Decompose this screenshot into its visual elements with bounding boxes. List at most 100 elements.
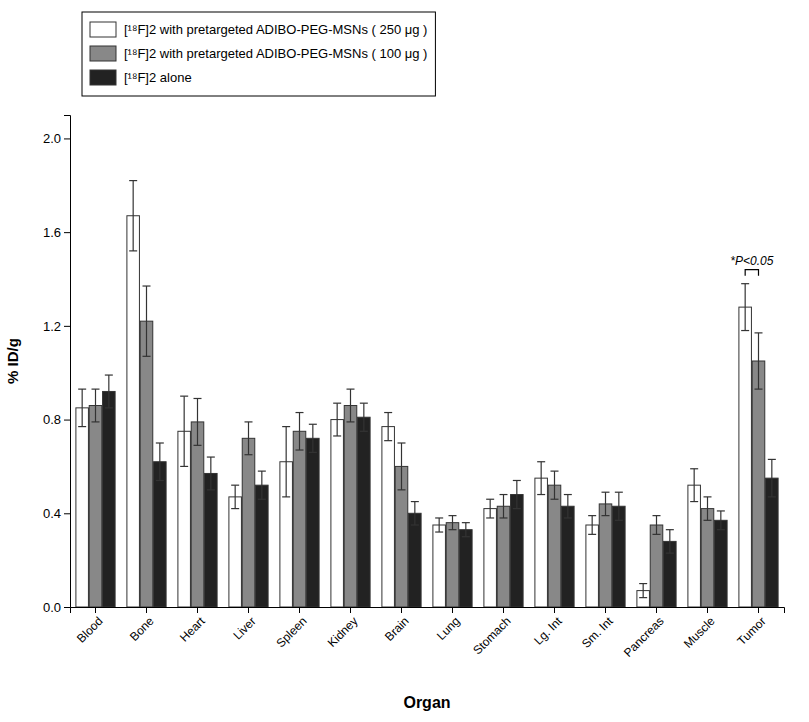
error-bar-cap: [309, 452, 317, 453]
x-tick: Lung: [434, 607, 463, 643]
x-tick-mark: [605, 607, 606, 613]
error-bar-cap: [282, 426, 290, 427]
error-bar-cap: [615, 492, 623, 493]
x-tick: Stomach: [470, 607, 513, 657]
error-bar-cap: [602, 515, 610, 516]
error-bar-cap: [741, 330, 749, 331]
error-bar: [245, 422, 253, 455]
error-bar-stem: [261, 471, 262, 499]
error-bar-stem: [248, 422, 249, 455]
error-bar-cap: [513, 480, 521, 481]
bar: [331, 420, 344, 607]
error-bar: [768, 459, 776, 496]
error-bar-stem: [197, 398, 198, 445]
error-bar: [435, 518, 443, 532]
chart: 0.00.40.81.21.62.0BloodBoneHeartLiverSpl…: [0, 0, 809, 722]
x-tick-mark: [146, 607, 147, 613]
x-tick: Spleen: [273, 607, 309, 650]
error-bar-stem: [771, 459, 772, 496]
y-tick: 2.0: [43, 131, 70, 146]
error-bar-cap: [755, 332, 763, 333]
error-bar-stem: [720, 511, 721, 530]
error-bar-stem: [184, 396, 185, 466]
series: [76, 181, 752, 607]
error-bar: [755, 333, 763, 389]
error-bar: [231, 485, 239, 508]
error-bar-cap: [156, 480, 164, 481]
error-bar-cap: [231, 485, 239, 486]
x-tick-label: Brain: [382, 614, 412, 644]
error-bar-cap: [564, 494, 572, 495]
bar: [535, 478, 548, 607]
annotation-text: *P<0.05: [730, 254, 773, 268]
legend-item: [¹⁸F]2 with pretargeted ADIBO-PEG-MSNs (…: [90, 46, 427, 61]
error-bar: [180, 396, 188, 466]
series: [89, 286, 765, 607]
error-bar-cap: [78, 426, 86, 427]
bar: [484, 509, 497, 607]
x-tick-label: Spleen: [273, 614, 309, 650]
error-bar-cap: [435, 517, 443, 518]
error-bar-stem: [669, 530, 670, 553]
bar: [140, 321, 153, 607]
error-bar-cap: [384, 412, 392, 413]
error-bar-cap: [282, 496, 290, 497]
error-bar-cap: [500, 494, 508, 495]
x-tick-label: Pancreas: [621, 614, 667, 660]
x-axis: BloodBoneHeartLiverSpleenKidneyBrainLung…: [71, 607, 785, 660]
bar: [205, 473, 218, 607]
error-bar-stem: [567, 495, 568, 518]
error-bar-stem: [108, 375, 109, 408]
error-bar: [347, 389, 355, 422]
x-tick: Liver: [230, 607, 258, 642]
error-bar: [704, 497, 712, 520]
bar: [154, 462, 167, 607]
error-bar-stem: [554, 471, 555, 499]
bar: [766, 478, 779, 607]
error-bar-cap: [105, 374, 113, 375]
error-bar-cap: [129, 250, 137, 251]
error-bar-cap: [347, 389, 355, 390]
x-tick-label: Kidney: [325, 614, 361, 650]
x-tick-mark: [248, 607, 249, 613]
y-tick-label: 0.8: [43, 412, 61, 427]
error-bar-stem: [516, 480, 517, 508]
y-axis: 0.00.40.81.21.62.0: [43, 116, 71, 615]
bars: [76, 181, 778, 607]
error-bar: [602, 492, 610, 515]
error-bar-cap: [653, 534, 661, 535]
error-bar-cap: [398, 442, 406, 443]
x-tick-label: Sm. Int: [579, 614, 616, 651]
error-bar-stem: [605, 492, 606, 515]
error-bar-cap: [194, 398, 202, 399]
error-bar: [309, 424, 317, 452]
x-tick: Sm. Int: [579, 607, 616, 651]
y-tick-label: 0.4: [43, 506, 61, 521]
legend: [¹⁸F]2 with pretargeted ADIBO-PEG-MSNs (…: [82, 12, 435, 96]
error-bar-stem: [210, 457, 211, 490]
error-bar: [333, 403, 341, 436]
error-bar: [384, 413, 392, 441]
error-bar: [615, 492, 623, 520]
error-bar-cap: [398, 489, 406, 490]
y-tick-mark: [64, 138, 70, 139]
x-tick-mark: [656, 607, 657, 613]
error-bar-cap: [537, 494, 545, 495]
y-tick-mark: [64, 607, 70, 608]
error-bar-cap: [245, 421, 253, 422]
y-tick-mark: [64, 513, 70, 514]
x-tick-label: Muscle: [681, 614, 718, 651]
error-bar: [411, 502, 419, 525]
error-bar-cap: [666, 553, 674, 554]
error-bar-stem: [758, 333, 759, 389]
error-bar-stem: [414, 502, 415, 525]
error-bar-cap: [704, 496, 712, 497]
error-bar: [92, 389, 100, 422]
y-tick-mark: [64, 420, 70, 421]
error-bar: [129, 181, 137, 251]
error-bar-cap: [462, 536, 470, 537]
error-bar-stem: [643, 584, 644, 598]
error-bar-cap: [704, 520, 712, 521]
x-tick: Kidney: [325, 607, 361, 650]
x-tick: Pancreas: [621, 607, 667, 660]
